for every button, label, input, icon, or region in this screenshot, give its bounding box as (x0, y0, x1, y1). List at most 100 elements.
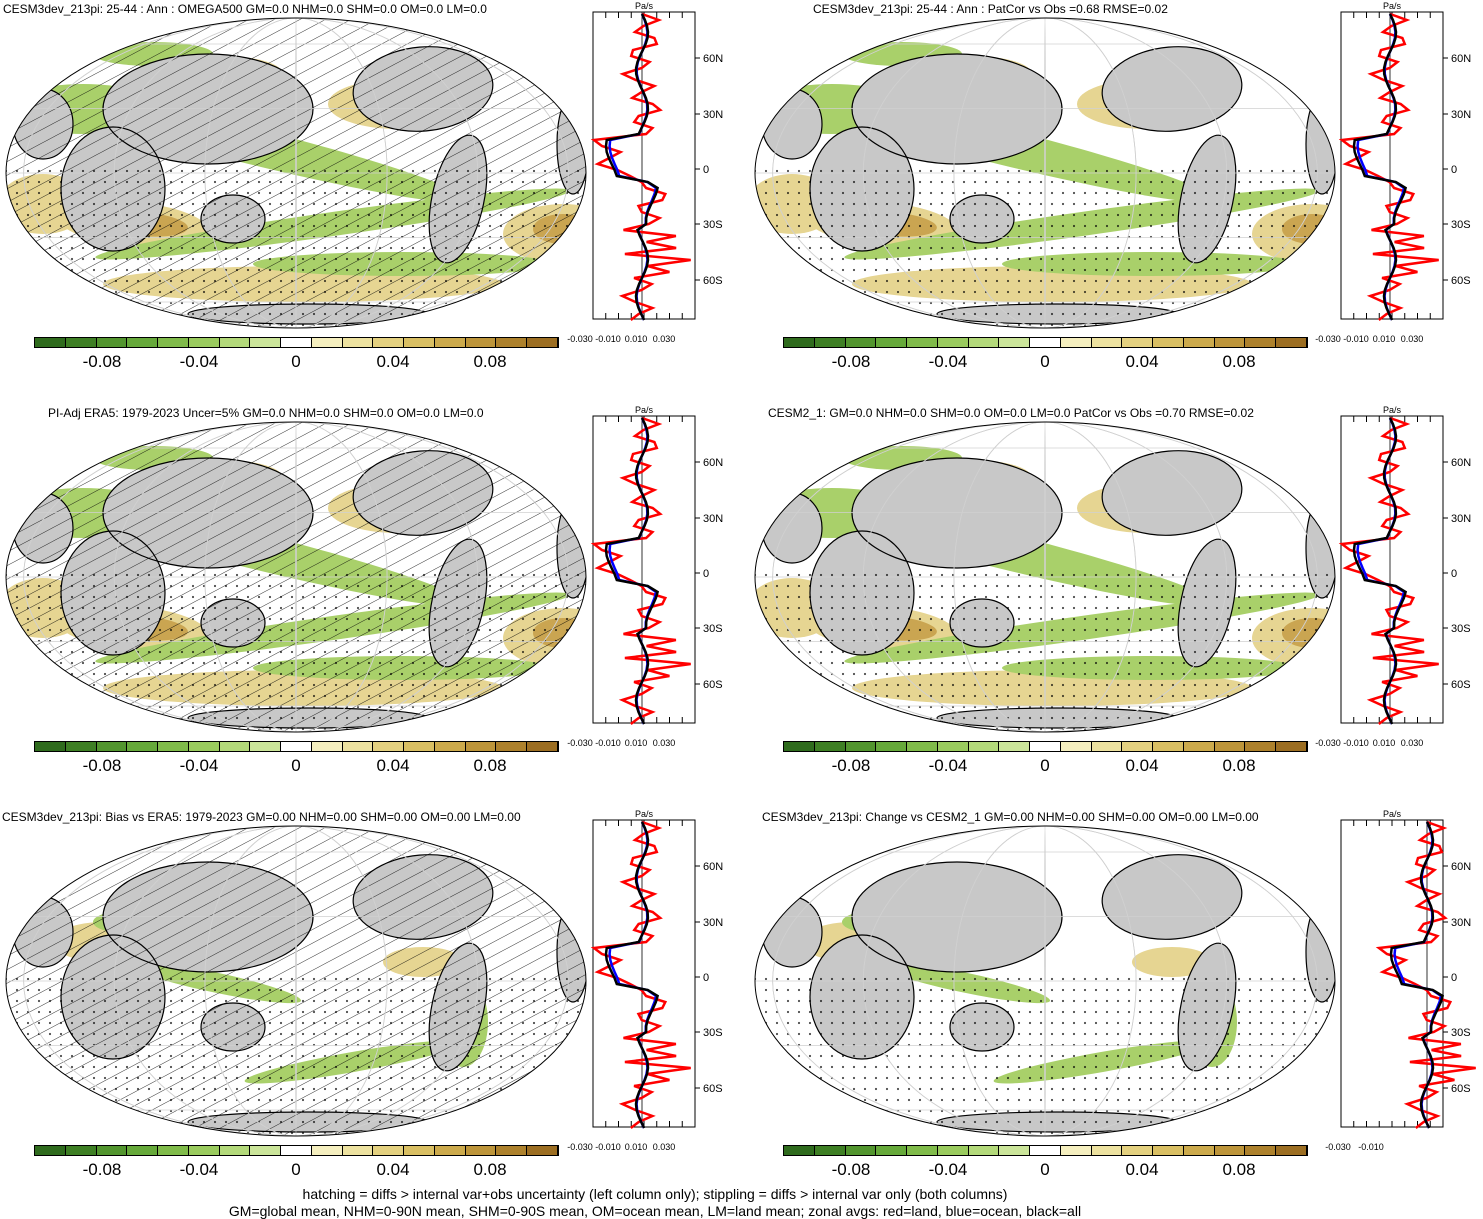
lat-label: 60S (1451, 679, 1471, 691)
colorbar-label: 0 (1040, 1160, 1050, 1179)
colorbar-swatch (96, 338, 128, 347)
colorbar-swatch (65, 1146, 97, 1155)
colorbar-swatch (1091, 338, 1123, 347)
zonal-all-line (604, 417, 660, 725)
colorbar-swatch (1030, 1146, 1061, 1155)
longitude-gridline (862, 18, 1228, 328)
coastline (1101, 854, 1243, 940)
colorbar-swatch (158, 742, 189, 751)
colorbar-label: 0.08 (1222, 352, 1256, 371)
longitude-gridline (295, 422, 297, 732)
colorbar-swatch (311, 1146, 343, 1155)
x-tick-label: -0.030 (1325, 1142, 1351, 1152)
colorbar-swatch (342, 742, 374, 751)
zonal-ocean-line (1356, 417, 1406, 725)
lat-label: 30S (703, 1027, 723, 1039)
lat-label: 60S (703, 275, 723, 287)
colorbar-swatch (1030, 338, 1061, 347)
lat-label: 30N (703, 109, 723, 121)
zonal-plot-2: Pa/s 60N 30N 0 30S 60S -0.030 -0.010 0.010 0.030 (1315, 1, 1471, 344)
colorbar-label: 0.04 (1125, 756, 1159, 775)
colorbar-swatch (937, 742, 969, 751)
x-tick-label: -0.030 (567, 1142, 593, 1152)
colorbar-4: -0.08 -0.04 0 0.04 0.08 (783, 741, 1308, 783)
x-tick-label: -0.030 (567, 334, 593, 344)
colorbar-swatch (1245, 338, 1277, 347)
lat-label: 60S (703, 1083, 723, 1095)
land-mass (852, 862, 1062, 972)
colorbar-strip (783, 1145, 1308, 1156)
colorbar-label: 0.08 (1222, 1160, 1256, 1179)
colorbar-swatch (65, 742, 97, 751)
colorbar-label: -0.04 (179, 756, 219, 775)
lat-label: 60N (1451, 53, 1471, 65)
colorbar-swatch (188, 338, 220, 347)
colorbar-label: 0.04 (1125, 352, 1159, 371)
colorbar-swatch (404, 338, 435, 347)
land-mass (852, 458, 1062, 568)
colorbar-swatch (814, 1146, 846, 1155)
zonal-all-line (1389, 821, 1445, 1129)
colorbar-swatch (219, 742, 251, 751)
zonal-ocean-line (608, 821, 658, 1129)
zonal-all-line (1352, 417, 1408, 725)
lat-label: 0 (703, 568, 709, 580)
colorbar-swatch (127, 742, 159, 751)
colorbar-swatch (188, 742, 220, 751)
colorbar-label: 0.04 (376, 1160, 410, 1179)
colorbar-swatch (968, 1146, 1000, 1155)
land-mass (1102, 450, 1242, 536)
lat-label: 60N (1451, 457, 1471, 469)
zonal-unit-label: Pa/s (1383, 405, 1402, 415)
lat-label: 0 (1451, 164, 1457, 176)
x-tick-label: -0.030 (567, 738, 593, 748)
lat-label: 60N (703, 861, 723, 873)
colorbar-swatch (1122, 1146, 1154, 1155)
map-panel-6 (754, 825, 1336, 1137)
longitude-gridline (113, 422, 479, 732)
colorbar-strip (34, 1145, 559, 1156)
colorbar-label: 0.08 (473, 756, 507, 775)
colorbar-swatch (845, 338, 877, 347)
colorbar-swatch (158, 338, 189, 347)
x-tick-label: 0.030 (653, 334, 676, 344)
x-tick-label: -0.010 (1343, 334, 1369, 344)
colorbar-swatch (404, 742, 435, 751)
longitude-gridline (953, 18, 1137, 328)
zonal-plot-6: Pa/s 60N 30N 0 30S 60S -0.030 -0.010 (1325, 809, 1476, 1152)
zonal-all-line (1352, 13, 1408, 321)
colorbar-label: -0.04 (928, 352, 968, 371)
land-mass (852, 54, 1062, 164)
colorbar-swatch (845, 1146, 877, 1155)
x-tick-label: 0.030 (653, 1142, 676, 1152)
colorbar-label: 0.04 (376, 756, 410, 775)
zonal-all-line (604, 13, 660, 321)
colorbar-swatch (1245, 742, 1277, 751)
lat-label: 30N (1451, 109, 1471, 121)
x-tick-label: -0.010 (1358, 1142, 1384, 1152)
x-tick-label: -0.030 (1315, 334, 1341, 344)
colorbar-swatch (250, 338, 282, 347)
stippling-overlay (755, 972, 1335, 1136)
colorbar-swatch (968, 338, 1000, 347)
x-tick-label: 0.010 (1373, 738, 1396, 748)
x-tick-label: 0.030 (1401, 738, 1424, 748)
colorbar-label: 0 (291, 1160, 301, 1179)
colorbar-swatch (434, 1146, 466, 1155)
lat-label: 30N (1451, 513, 1471, 525)
colorbar-swatch (465, 1146, 497, 1155)
lat-label: 60S (1451, 275, 1471, 287)
map-panel-3 (5, 421, 587, 733)
colorbar-swatch (999, 1146, 1031, 1155)
lat-label: 60N (1451, 861, 1471, 873)
zonal-unit-label: Pa/s (635, 1, 654, 11)
colorbar-swatch (1183, 742, 1215, 751)
lat-label: 30S (703, 623, 723, 635)
map-border (5, 421, 587, 733)
zonal-land-line (1338, 12, 1439, 321)
colorbar-label: 0 (291, 756, 301, 775)
colorbar-label: -0.04 (928, 756, 968, 775)
colorbar-label: 0.08 (1222, 756, 1256, 775)
colorbar-label: -0.08 (831, 352, 871, 371)
colorbar-swatch (1153, 338, 1184, 347)
